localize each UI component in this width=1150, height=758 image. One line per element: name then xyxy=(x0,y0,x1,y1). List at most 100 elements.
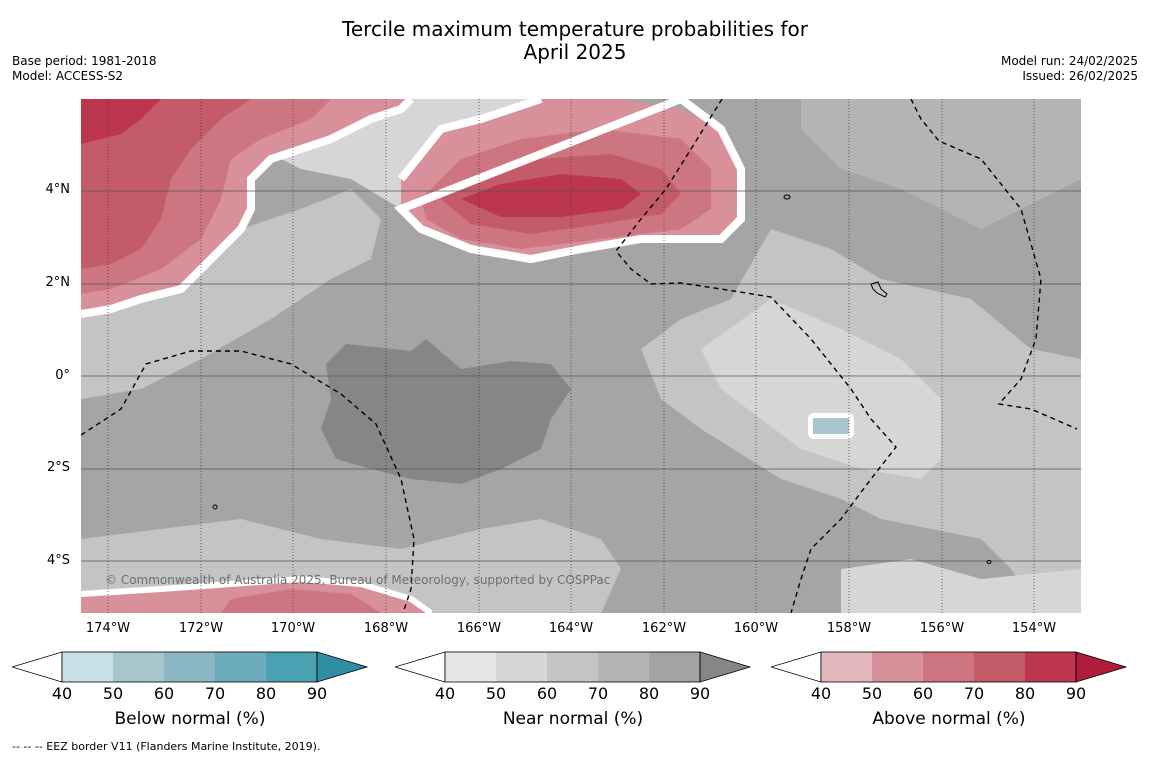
base-period: Base period: 1981-2018 xyxy=(12,54,157,68)
meta-right: Model run: 24/02/2025 Issued: 26/02/2025 xyxy=(1001,54,1138,84)
near-normal-90-region xyxy=(321,339,571,484)
above-normal-40-contour-nw xyxy=(81,99,414,318)
colorbar-near-normal-tick: 60 xyxy=(536,684,558,703)
colorbar-above-normal-frame xyxy=(820,651,1077,683)
colorbar-near-normal-tick: 70 xyxy=(587,684,609,703)
lon-label-156w: 156°W xyxy=(919,621,965,636)
near-normal-60-region-west xyxy=(81,189,381,399)
probability-map xyxy=(81,99,1081,613)
issued-date: Issued: 26/02/2025 xyxy=(1022,69,1138,83)
colorbar-below-normal-swatches xyxy=(12,651,368,683)
colorbar-below-normal-tick: 50 xyxy=(102,684,124,703)
colorbar-near-normal-swatch xyxy=(496,652,547,682)
colorbar-below-normal-tick: 40 xyxy=(51,684,73,703)
model-run: Model run: 24/02/2025 xyxy=(1000,54,1138,68)
colorbar-above-normal-tick: 80 xyxy=(1014,684,1036,703)
colorbar-above-normal-swatches xyxy=(771,651,1127,683)
islands xyxy=(212,194,992,564)
colorbar-below-normal-swatch xyxy=(215,652,266,682)
colorbar-above-normal-title: Above normal (%) xyxy=(872,709,1026,729)
eez-borders xyxy=(81,99,1078,613)
colorbar-near-normal-swatch xyxy=(598,652,649,682)
colorbar-above-normal-high-extension xyxy=(1075,651,1127,683)
lon-label-166w: 166°W xyxy=(456,621,502,636)
above-normal-80-region-central xyxy=(461,174,641,217)
lat-label-0: 0° xyxy=(55,368,70,383)
above-normal-40-contour-central xyxy=(393,99,745,264)
eez-border-east xyxy=(910,99,1078,430)
colorbar-near-normal-tick: 40 xyxy=(434,684,456,703)
colorbar-near-normal-swatch xyxy=(649,652,700,682)
model-name: Model: ACCESS-S2 xyxy=(12,69,124,83)
island-outline xyxy=(870,281,888,298)
below-normal-50-region xyxy=(813,418,849,434)
title-line-1: Tercile maximum temperature probabilitie… xyxy=(342,17,808,41)
lat-label-4n: 4°N xyxy=(45,182,71,197)
colorbar-below-normal-high-extension xyxy=(316,651,368,683)
colorbar-below-normal: 40 50 60 70 80 90 Below normal (%) xyxy=(12,651,368,751)
lon-label-160w: 160°W xyxy=(733,621,779,636)
lon-label-164w: 164°W xyxy=(548,621,594,636)
colorbar-near-normal-swatch xyxy=(547,652,598,682)
colorbar-near-normal-frame xyxy=(444,651,701,683)
title-line-2: April 2025 xyxy=(523,40,627,64)
colorbar-near-normal-title: Near normal (%) xyxy=(502,709,644,729)
colorbar-near-normal-tick: 90 xyxy=(689,684,711,703)
colorbar-below-normal-swatch xyxy=(62,652,113,682)
above-normal-80-region-nw xyxy=(81,99,161,144)
copyright-notice: © Commonwealth of Australia 2025, Bureau… xyxy=(105,573,611,587)
colorbar-below-normal-title: Below normal (%) xyxy=(114,709,266,729)
colorbar-above-normal-swatch xyxy=(923,652,974,682)
colorbar-near-normal-swatches xyxy=(395,651,751,683)
colorbar-below-normal-swatch xyxy=(164,652,215,682)
eez-footnote: -- -- -- EEZ border V11 (Flanders Marine… xyxy=(12,740,321,753)
colorbar-above-normal-tick: 90 xyxy=(1065,684,1087,703)
lon-label-172w: 172°W xyxy=(178,621,224,636)
colorbar-near-normal-high-extension xyxy=(699,651,751,683)
colorbar-above-normal-swatch xyxy=(872,652,923,682)
colorbar-above-normal-tick: 70 xyxy=(963,684,985,703)
eez-border-west xyxy=(81,350,415,613)
colorbar-below-normal-tick: 70 xyxy=(204,684,226,703)
island-outline xyxy=(783,194,791,200)
above-normal-40-contour-sw xyxy=(81,575,433,613)
colorbar-above-normal-swatch xyxy=(974,652,1025,682)
colorbar-near-normal: 40 50 60 70 80 90 Near normal (%) xyxy=(395,651,751,751)
colorbar-below-normal-swatch xyxy=(113,652,164,682)
above-normal-60-region-sw xyxy=(221,589,381,613)
lon-label-158w: 158°W xyxy=(826,621,872,636)
lat-label-4s: 4°S xyxy=(46,553,70,568)
lat-label-2n: 2°N xyxy=(45,275,71,290)
lon-label-162w: 162°W xyxy=(641,621,687,636)
colorbar-near-normal-swatch xyxy=(445,652,496,682)
colorbar-below-normal-tick: 60 xyxy=(153,684,175,703)
colorbar-near-normal-tick: 50 xyxy=(485,684,507,703)
colorbar-above-normal-low-extension xyxy=(771,651,822,683)
colorbar-below-normal-frame xyxy=(61,651,318,683)
colorbar-above-normal-tick: 60 xyxy=(912,684,934,703)
lon-label-154w: 154°W xyxy=(1011,621,1057,636)
colorbar-above-normal-tick: 40 xyxy=(810,684,832,703)
colorbar-below-normal-low-extension xyxy=(12,651,63,683)
colorbar-above-normal-swatch xyxy=(821,652,872,682)
island-outline xyxy=(986,560,992,564)
colorbar-near-normal-tick: 80 xyxy=(638,684,660,703)
map-gridlines xyxy=(81,190,1081,562)
colorbar-above-normal: 40 50 60 70 80 90 Above normal (%) xyxy=(771,651,1127,751)
lon-label-174w: 174°W xyxy=(85,621,131,636)
colorbar-above-normal-tick: 50 xyxy=(861,684,883,703)
colorbar-below-normal-tick: 80 xyxy=(255,684,277,703)
near-normal-50-region-south xyxy=(841,559,1081,613)
eez-border-central xyxy=(615,99,897,613)
meta-left: Base period: 1981-2018 Model: ACCESS-S2 xyxy=(12,54,157,84)
lat-label-2s: 2°S xyxy=(46,460,70,475)
near-normal-50-region-east xyxy=(701,299,941,479)
lon-label-168w: 168°W xyxy=(363,621,409,636)
colorbar-above-normal-swatch xyxy=(1025,652,1076,682)
colorbar-near-normal-low-extension xyxy=(395,651,446,683)
above-normal-70-region-nw xyxy=(81,99,251,269)
map-panel xyxy=(81,99,1081,613)
chart-title: Tercile maximum temperature probabilitie… xyxy=(0,18,1150,64)
colorbar-below-normal-swatch xyxy=(266,652,317,682)
colorbar-below-normal-tick: 90 xyxy=(306,684,328,703)
